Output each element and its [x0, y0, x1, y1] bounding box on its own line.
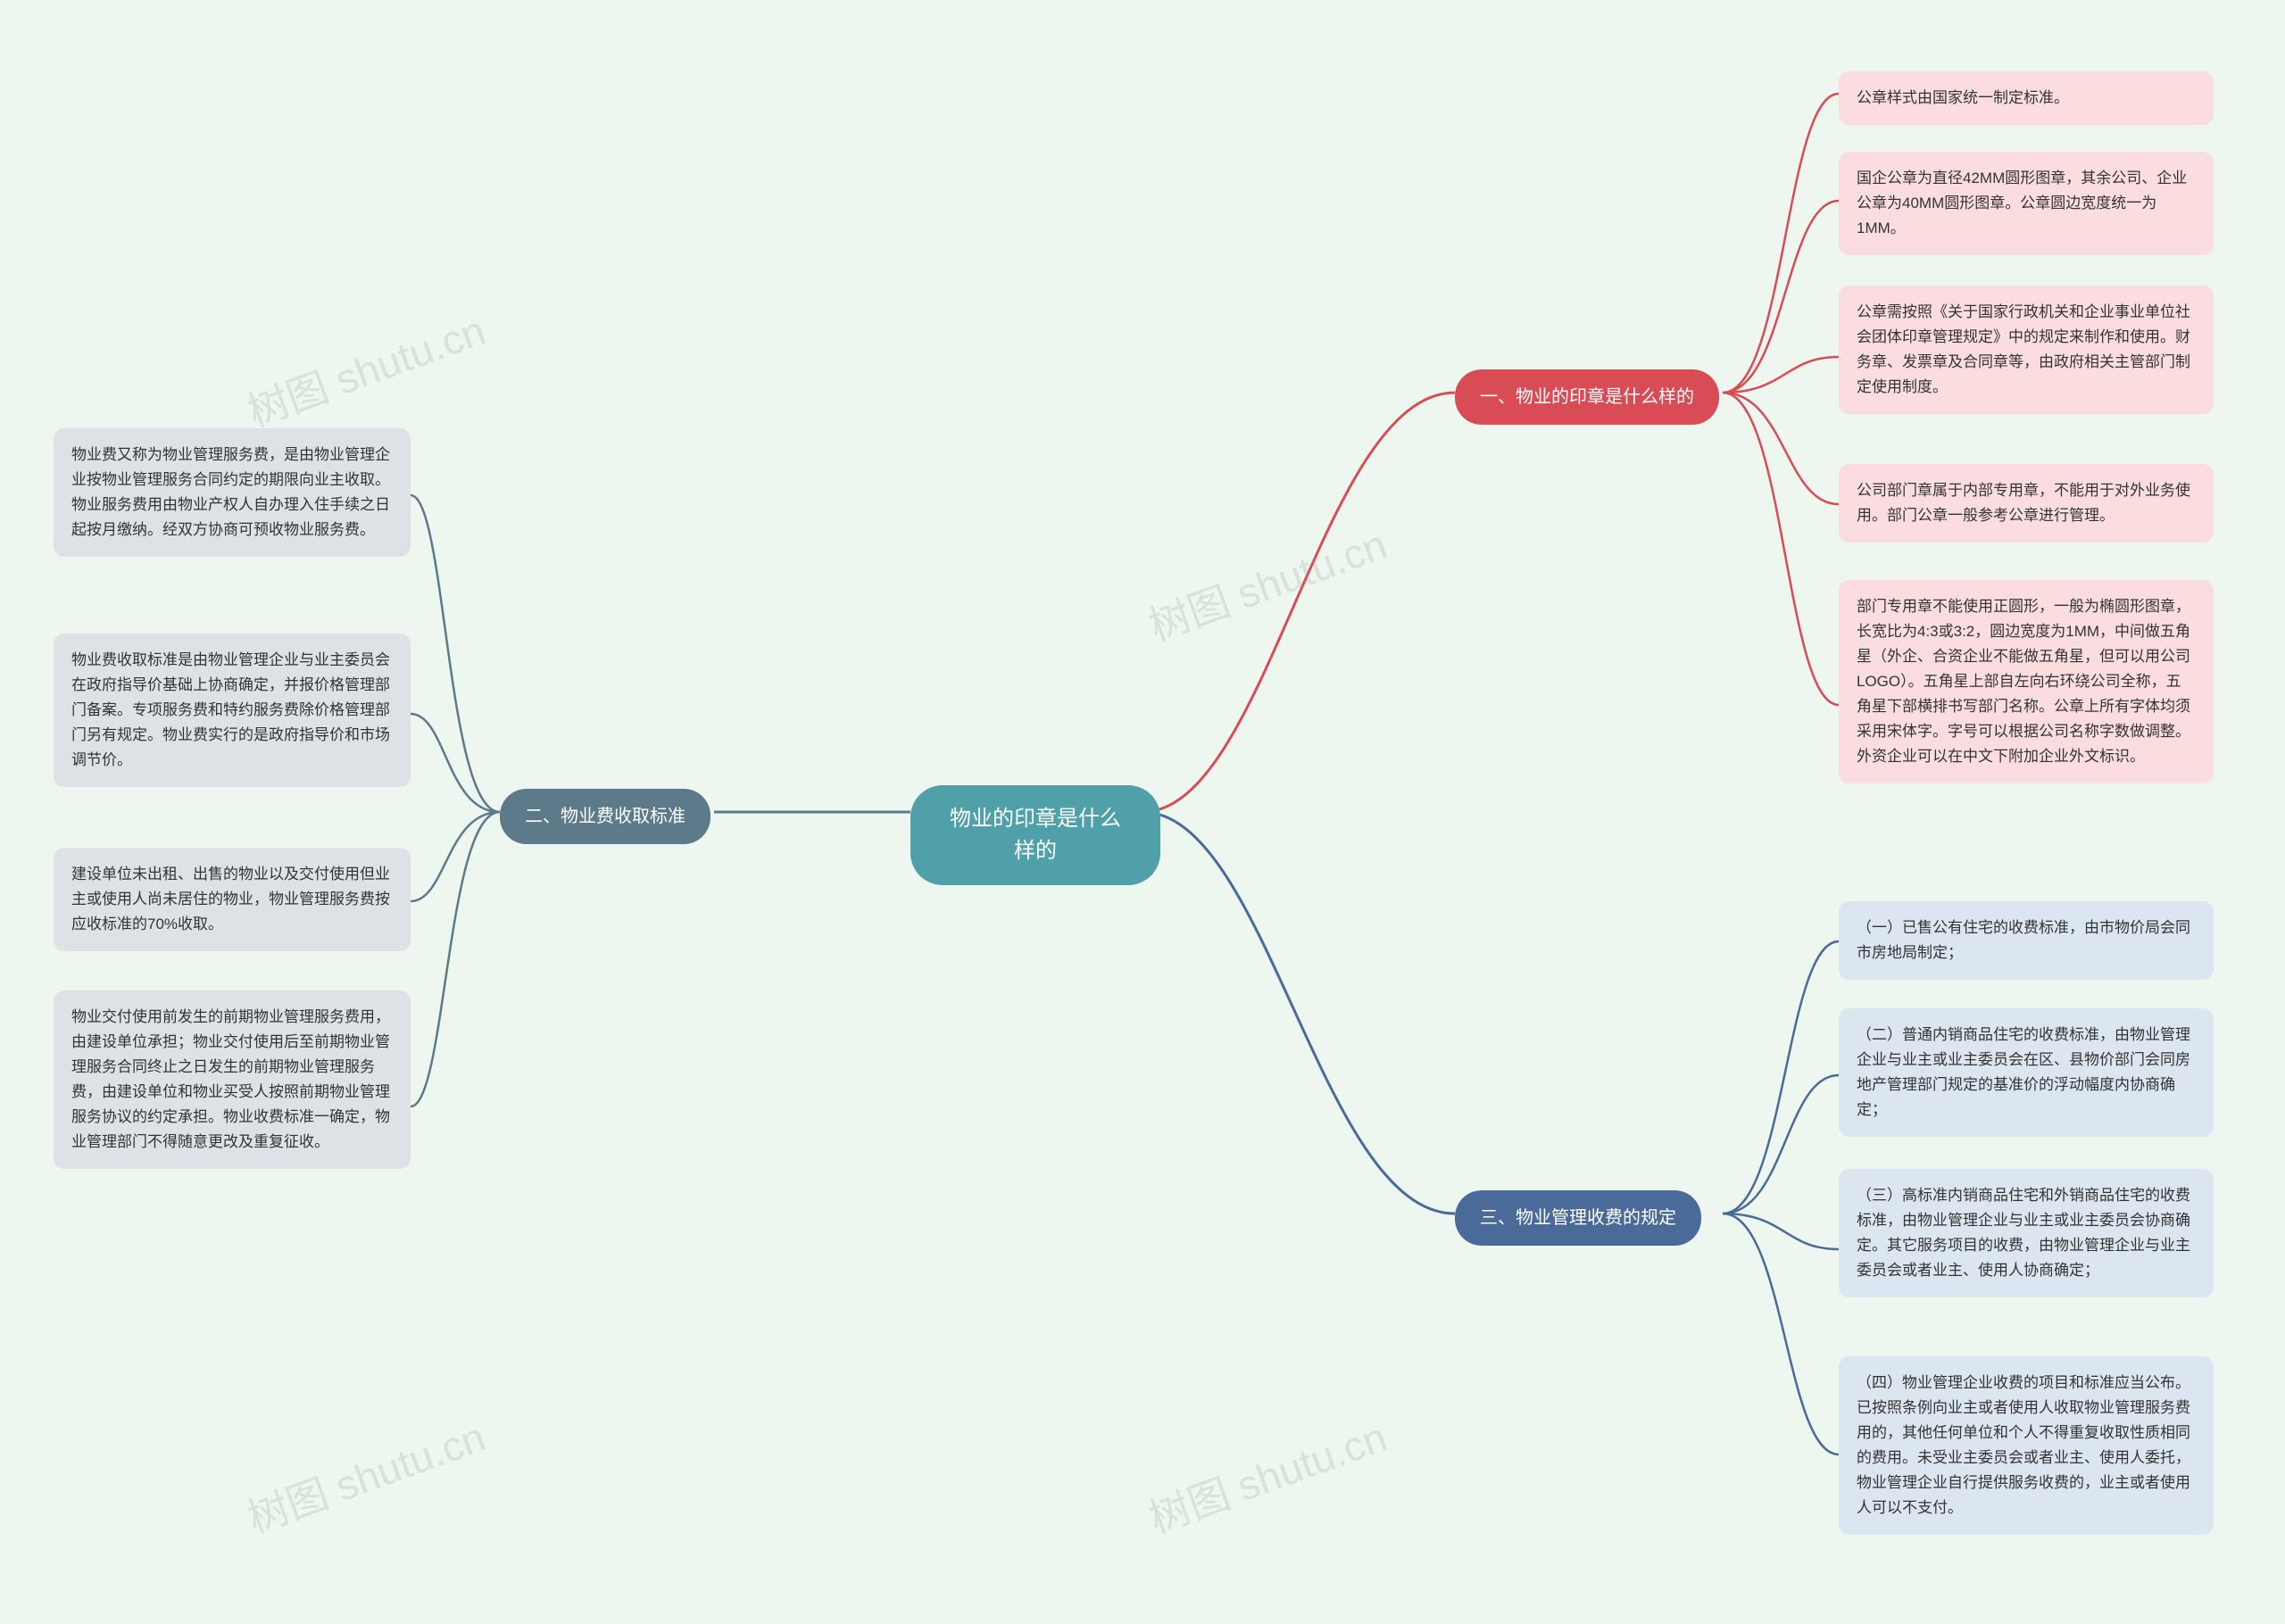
branch-1-leaf-3: 公司部门章属于内部专用章，不能用于对外业务使用。部门公章一般参考公章进行管理。: [1839, 464, 2214, 543]
branch-2-leaf-2: 建设单位未出租、出售的物业以及交付使用但业主或使用人尚未居住的物业，物业管理服务…: [54, 848, 411, 951]
branch-1-leaf-1: 国企公章为直径42MM圆形图章，其余公司、企业公章为40MM圆形图章。公章圆边宽…: [1839, 152, 2214, 255]
branch-1-leaf-2: 公章需按照《关于国家行政机关和企业事业单位社会团体印章管理规定》中的规定来制作和…: [1839, 286, 2214, 414]
branch-1-leaf-0: 公章样式由国家统一制定标准。: [1839, 71, 2214, 125]
branch-3[interactable]: 三、物业管理收费的规定: [1455, 1190, 1701, 1246]
branch-3-leaf-2: （三）高标准内销商品住宅和外销商品住宅的收费标准，由物业管理企业与业主或业主委员…: [1839, 1169, 2214, 1297]
branch-3-leaf-3: （四）物业管理企业收费的项目和标准应当公布。已按照条例向业主或者使用人收取物业管…: [1839, 1356, 2214, 1535]
branch-3-leaf-1: （二）普通内销商品住宅的收费标准，由物业管理企业与业主或业主委员会在区、县物价部…: [1839, 1008, 2214, 1137]
branch-3-leaf-0: （一）已售公有住宅的收费标准，由市物价局会同市房地局制定；: [1839, 901, 2214, 980]
branch-1-leaf-4: 部门专用章不能使用正圆形，一般为椭圆形图章，长宽比为4:3或3:2，圆边宽度为1…: [1839, 580, 2214, 783]
branch-1[interactable]: 一、物业的印章是什么样的: [1455, 369, 1719, 425]
watermark: 树图 shutu.cn: [238, 298, 492, 438]
central-node[interactable]: 物业的印章是什么样的: [910, 785, 1160, 885]
branch-2-leaf-3: 物业交付使用前发生的前期物业管理服务费用，由建设单位承担；物业交付使用后至前期物…: [54, 990, 411, 1169]
watermark: 树图 shutu.cn: [1140, 1404, 1393, 1545]
watermark: 树图 shutu.cn: [238, 1404, 492, 1545]
branch-2-leaf-1: 物业费收取标准是由物业管理企业与业主委员会在政府指导价基础上协商确定，并报价格管…: [54, 634, 411, 787]
watermark: 树图 shutu.cn: [1140, 512, 1393, 652]
branch-2[interactable]: 二、物业费收取标准: [500, 789, 710, 844]
branch-2-leaf-0: 物业费又称为物业管理服务费，是由物业管理企业按物业管理服务合同约定的期限向业主收…: [54, 428, 411, 557]
